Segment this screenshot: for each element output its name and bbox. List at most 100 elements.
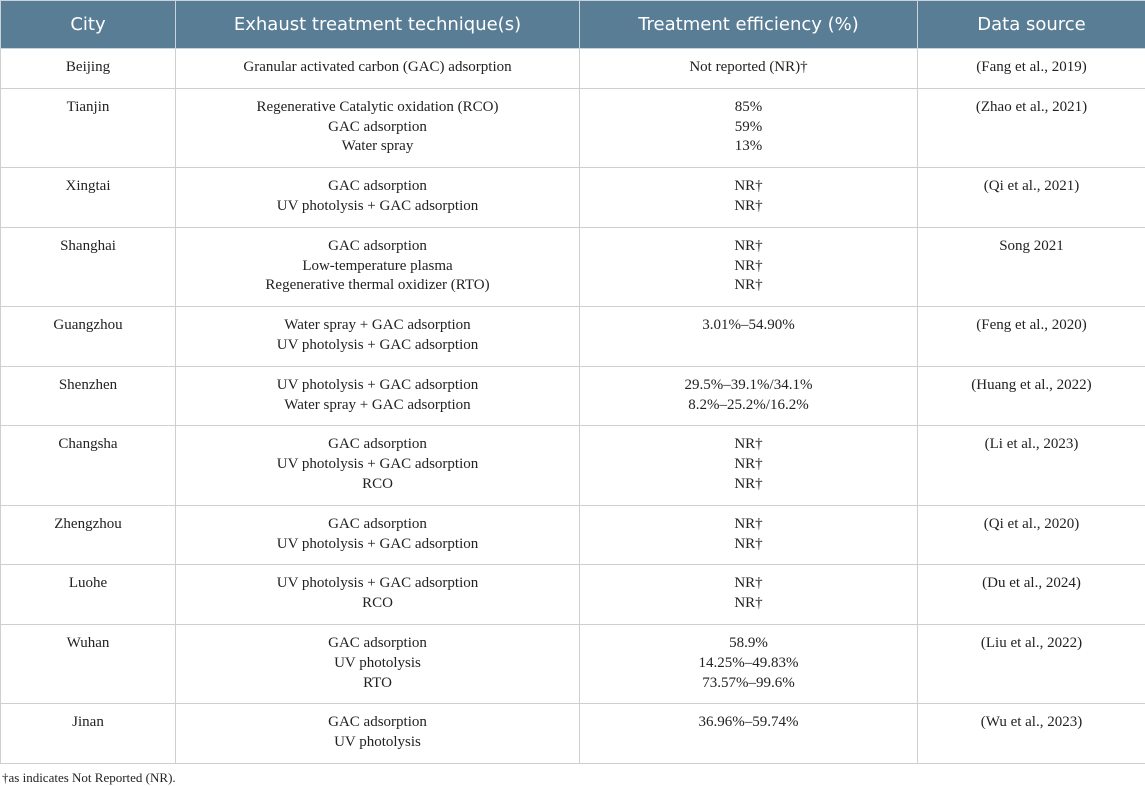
table-cell: Shenzhen	[0, 365, 176, 427]
table-cell: GAC adsorption UV photolysis + GAC adsorp…	[175, 504, 580, 566]
table-cell: GAC adsorption UV photolysis RTO	[175, 623, 580, 705]
table-cell: Regenerative Catalytic oxidation (RCO) GA…	[175, 87, 580, 169]
table-cell: (Wu et al., 2023)	[917, 703, 1145, 764]
table-cell: Beijing	[0, 48, 176, 89]
cell-line: GAC adsorption	[328, 178, 427, 195]
table-row: Luohe UV photolysis + GAC adsorption RCO NR…	[0, 564, 1145, 625]
cell-line: GAC adsorption	[328, 634, 427, 651]
cell-line: 29.5%–39.1%/34.1%	[684, 376, 813, 393]
table-row: Wuhan GAC adsorption UV photolysis RTO 58.9%…	[0, 623, 1145, 705]
cell-line: 13%	[734, 138, 763, 155]
cell-line: (Li et al., 2023)	[984, 436, 1079, 453]
cell-line: NR†	[734, 535, 763, 552]
cell-line: NR†	[734, 475, 763, 492]
cell-line: NR†	[734, 237, 763, 254]
cell-line: NR†	[734, 277, 763, 294]
header-cell: Data source	[917, 0, 1145, 49]
cell-line: Luohe	[68, 575, 108, 592]
cell-line: NR†	[734, 575, 763, 592]
table-cell: Granular activated carbon (GAC) adsorpti…	[175, 48, 580, 89]
header-cell: Exhaust treatment technique(s)	[175, 0, 580, 49]
cell-line: RCO	[362, 475, 393, 492]
table-row: Guangzhou Water spray + GAC adsorption UV …	[0, 306, 1145, 367]
cell-line: Shenzhen	[58, 376, 118, 393]
cell-line: Water spray + GAC adsorption	[284, 317, 471, 334]
cell-line: Xingtai	[65, 178, 111, 195]
table-cell: NR† NR†	[579, 504, 918, 566]
table-cell: Shanghai	[0, 226, 176, 308]
table-row: Shenzhen UV photolysis + GAC adsorption Wa…	[0, 365, 1145, 427]
table-cell: (Li et al., 2023)	[917, 425, 1145, 506]
table-cell: Jinan	[0, 703, 176, 764]
cell-line: 85%	[734, 98, 763, 115]
cell-line: 58.9%	[729, 634, 768, 651]
cell-line: UV photolysis + GAC adsorption	[276, 575, 479, 592]
cell-line: Shanghai	[60, 237, 116, 254]
cell-line: UV photolysis	[334, 654, 421, 671]
cell-line: NR†	[734, 456, 763, 473]
table-row: Tianjin Regenerative Catalytic oxidation …	[0, 87, 1145, 169]
cell-line: Regenerative Catalytic oxidation (RCO)	[256, 98, 499, 115]
cell-line: Water spray + GAC adsorption	[284, 396, 471, 413]
cell-line: (Feng et al., 2020)	[976, 317, 1087, 334]
table-cell: Luohe	[0, 564, 176, 625]
table-cell: GAC adsorption UV photolysis + GAC adsorp…	[175, 167, 580, 228]
table-cell: Xingtai	[0, 167, 176, 228]
cell-line: (Wu et al., 2023)	[980, 714, 1083, 731]
cell-line: Jinan	[72, 714, 104, 731]
cell-line: NR†	[734, 436, 763, 453]
table-cell: Wuhan	[0, 623, 176, 705]
cell-line: 3.01%–54.90%	[702, 317, 795, 334]
cell-line: (Qi et al., 2021)	[983, 178, 1080, 195]
cell-line: (Liu et al., 2022)	[980, 634, 1083, 651]
table-cell: UV photolysis + GAC adsorption Water spra…	[175, 365, 580, 427]
table-cell: (Feng et al., 2020)	[917, 306, 1145, 367]
cell-line: UV photolysis + GAC adsorption	[276, 456, 479, 473]
cell-line: GAC adsorption	[328, 118, 427, 135]
table-cell: Not reported (NR)†	[579, 48, 918, 89]
table-cell: NR† NR†	[579, 167, 918, 228]
table-cell: (Qi et al., 2020)	[917, 504, 1145, 566]
cell-line: Low-temperature plasma	[302, 257, 453, 274]
table-cell: 58.9% 14.25%–49.83% 73.57%–99.6%	[579, 623, 918, 705]
table-cell: 29.5%–39.1%/34.1% 8.2%–25.2%/16.2%	[579, 365, 918, 427]
table-cell: GAC adsorption UV photolysis	[175, 703, 580, 764]
table-cell: (Qi et al., 2021)	[917, 167, 1145, 228]
cell-line: RCO	[362, 595, 393, 612]
table-cell: (Huang et al., 2022)	[917, 365, 1145, 427]
table-row: Xingtai GAC adsorption UV photolysis + GAC…	[0, 167, 1145, 228]
cell-line: Zhengzhou	[54, 515, 122, 532]
cell-line: GAC adsorption	[328, 714, 427, 731]
cell-line: NR†	[734, 178, 763, 195]
table-cell: GAC adsorption Low-temperature plasma Rege…	[175, 226, 580, 308]
table-cell: 36.96%–59.74%	[579, 703, 918, 764]
table-cell: NR† NR† NR†	[579, 425, 918, 506]
cell-line: 8.2%–25.2%/16.2%	[688, 396, 809, 413]
cell-line: Beijing	[65, 59, 111, 75]
cell-line: Changsha	[58, 436, 118, 453]
header-cell: City	[0, 0, 176, 49]
table-row: Zhengzhou GAC adsorption UV photolysis + G…	[0, 504, 1145, 566]
data-table: City Exhaust treatment technique(s) Treatm…	[0, 0, 1145, 764]
table-cell: Guangzhou	[0, 306, 176, 367]
cell-line: 36.96%–59.74%	[698, 714, 799, 731]
cell-line: GAC adsorption	[328, 436, 427, 453]
table-row: Beijing Granular activated carbon (GAC) a…	[0, 48, 1145, 89]
cell-line: Guangzhou	[53, 317, 123, 334]
table-row: Shanghai GAC adsorption Low-temperature pl…	[0, 226, 1145, 308]
cell-line: UV photolysis + GAC adsorption	[276, 376, 479, 393]
cell-line: Tianjin	[66, 98, 110, 115]
cell-line: (Huang et al., 2022)	[971, 376, 1092, 393]
cell-line: NR†	[734, 515, 763, 532]
table-cell: GAC adsorption UV photolysis + GAC adsorp…	[175, 425, 580, 506]
table-cell: (Liu et al., 2022)	[917, 623, 1145, 705]
table-cell: NR† NR† NR†	[579, 226, 918, 308]
cell-line: Song 2021	[999, 237, 1064, 254]
cell-line: (Qi et al., 2020)	[983, 515, 1080, 532]
cell-line: (Du et al., 2024)	[982, 575, 1081, 592]
cell-line: Water spray	[341, 138, 414, 155]
table-cell: Changsha	[0, 425, 176, 506]
cell-line: (Zhao et al., 2021)	[975, 98, 1088, 115]
table-body: Beijing Granular activated carbon (GAC) a…	[0, 48, 1145, 764]
